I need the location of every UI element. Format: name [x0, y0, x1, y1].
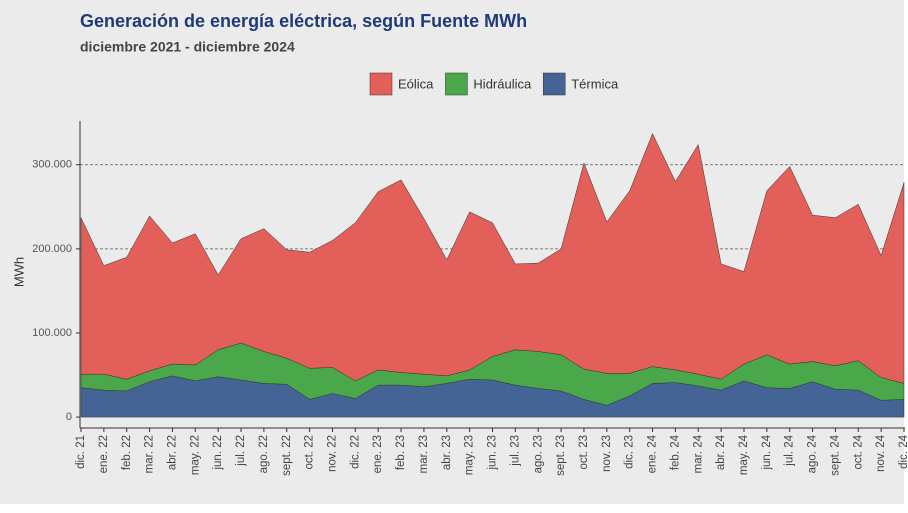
x-tick-label: ene. 23: [372, 435, 384, 473]
y-tick-label: 100.000: [32, 327, 72, 339]
x-tick-label: oct. 23: [578, 435, 590, 470]
x-tick-label: ago. 22: [258, 435, 270, 473]
x-tick-label: mar. 24: [692, 434, 704, 473]
legend-label: Eólica: [398, 76, 434, 91]
x-tick-label: dic. 22: [349, 435, 361, 469]
x-tick-label: sept. 23: [555, 435, 567, 476]
legend-swatch: [445, 72, 468, 96]
chart-title: Generación de energía eléctrica, según F…: [80, 11, 527, 31]
x-tick-label: may. 23: [464, 435, 476, 475]
x-tick-label: mar. 22: [144, 435, 156, 473]
x-tick-label: ago. 23: [532, 435, 544, 473]
legend-label: Hidráulica: [473, 76, 532, 91]
y-tick-label: 200.000: [32, 243, 72, 255]
x-tick-label: may. 24: [738, 434, 750, 475]
y-tick-label: 300.000: [32, 159, 72, 171]
x-tick-label: nov. 23: [601, 435, 613, 472]
y-tick-label: 0: [66, 411, 72, 423]
x-tick-label: oct. 24: [852, 434, 864, 469]
x-tick-label: jul. 24: [784, 434, 796, 466]
x-tick-label: ene. 22: [98, 435, 110, 473]
legend-swatch: [542, 72, 566, 96]
x-tick-label: abr. 24: [715, 434, 727, 470]
x-tick-label: jun. 24: [761, 434, 773, 470]
x-tick-label: dic. 24: [898, 434, 908, 468]
y-axis-label: MWh: [11, 257, 26, 287]
x-tick-label: feb. 24: [669, 434, 681, 470]
x-tick-label: may. 22: [189, 435, 201, 475]
x-tick-label: jun. 22: [212, 435, 224, 471]
x-tick-label: ago. 24: [807, 434, 819, 473]
x-tick-label: nov. 24: [875, 434, 887, 471]
x-tick-label: abr. 22: [166, 435, 178, 470]
x-tick-label: sept. 22: [281, 435, 293, 476]
x-tick-label: dic. 23: [624, 435, 636, 469]
x-tick-label: jul. 22: [235, 435, 247, 467]
x-tick-label: jun. 23: [487, 435, 499, 471]
legend-label: Térmica: [571, 76, 619, 91]
x-tick-label: feb. 23: [395, 435, 407, 470]
x-tick-label: nov. 22: [327, 435, 339, 472]
x-tick-label: dic. 21: [75, 435, 87, 469]
x-tick-label: mar. 23: [418, 435, 430, 473]
x-tick-label: abr. 23: [441, 435, 453, 470]
x-tick-label: jul. 23: [509, 435, 521, 467]
x-tick-label: feb. 22: [121, 435, 133, 470]
x-tick-label: sept. 24: [829, 434, 841, 476]
x-tick-label: oct. 22: [304, 435, 316, 470]
x-tick-label: ene. 24: [647, 434, 659, 473]
area: [80, 132, 905, 384]
legend-swatch: [369, 72, 393, 96]
chart-subtitle: diciembre 2021 - diciembre 2024: [80, 39, 295, 55]
